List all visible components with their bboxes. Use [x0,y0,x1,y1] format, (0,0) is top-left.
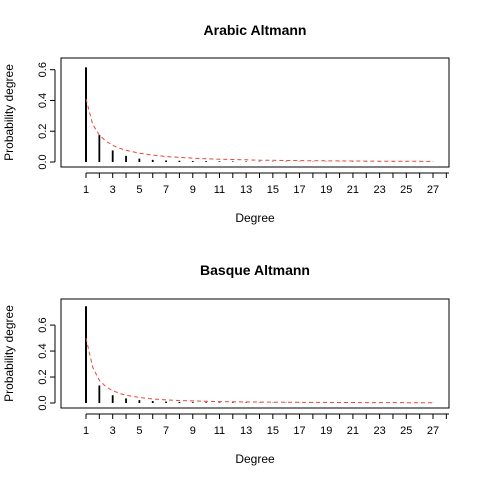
panel-2-x-tick-label-19: 19 [320,425,332,437]
panel-1-y-tick-label-0.2: 0.2 [37,124,49,139]
panel-2-x-tick-label-7: 7 [163,425,169,437]
panel-2-x-tick-label-3: 3 [110,425,116,437]
panel-2-y-axis-label: Probability degree [2,305,16,402]
panel-2-y-tick-label-0.0: 0.0 [37,395,49,410]
panel-1-y-axis-label: Probability degree [2,64,16,161]
panel-1-x-tick-label-1: 1 [83,184,89,196]
panel-2-x-tick-label-9: 9 [190,425,196,437]
panel-1-x-tick-label-23: 23 [373,184,385,196]
panel-1-x-tick-label-27: 27 [427,184,439,196]
panel-1-x-tick-label-25: 25 [400,184,412,196]
panel-2-x-tick-label-11: 11 [214,425,225,437]
panel-1-y-tick-label-0.4: 0.4 [37,93,49,108]
panel-2-y-tick-label-0.4: 0.4 [37,343,49,358]
panel-2-x-tick-label-23: 23 [373,425,385,437]
panel-2-y-tick-label-0.6: 0.6 [37,317,49,332]
panel-2-x-tick-label-5: 5 [136,425,142,437]
panel-1-x-tick-label-19: 19 [320,184,332,196]
panel-2-y-tick-label-0.2: 0.2 [37,369,49,384]
panel-2-x-tick-label-27: 27 [427,425,439,437]
panel-1-x-tick-label-17: 17 [293,184,305,196]
panel-1-x-tick-label-13: 13 [240,184,252,196]
panel-2-x-tick-label-25: 25 [400,425,412,437]
panel-1-x-tick-label-9: 9 [190,184,196,196]
panel-2-x-tick-label-17: 17 [293,425,305,437]
panel-1-x-tick-label-11: 11 [214,184,225,196]
panel-1-x-tick-label-3: 3 [110,184,116,196]
panel-1-title: Arabic Altmann [204,22,307,38]
panel-2-x-tick-label-21: 21 [347,425,359,437]
panel-1-plot-frame [60,57,450,168]
panel-1-fit-line [85,98,434,162]
panel-1-y-tick-label-0.6: 0.6 [37,62,49,77]
panel-1-x-tick-label-7: 7 [163,184,169,196]
panel-2-x-tick-label-1: 1 [83,425,89,437]
panel-2-x-axis-label: Degree [235,452,275,466]
panel-2-fit-line [85,337,433,404]
panel-2-title: Basque Altmann [200,262,310,278]
panel-2-x-tick-label-13: 13 [240,425,252,437]
panel-1-x-axis-label: Degree [235,211,275,225]
panel-1-y-tick-label-0.0: 0.0 [37,154,49,169]
panel-1-x-tick-label-21: 21 [347,184,359,196]
panel-2-x-tick-label-15: 15 [267,425,279,437]
panel-1-x-tick-label-5: 5 [136,184,142,196]
panel-1-x-tick-label-15: 15 [267,184,279,196]
panel-2-plot-frame [60,298,450,409]
